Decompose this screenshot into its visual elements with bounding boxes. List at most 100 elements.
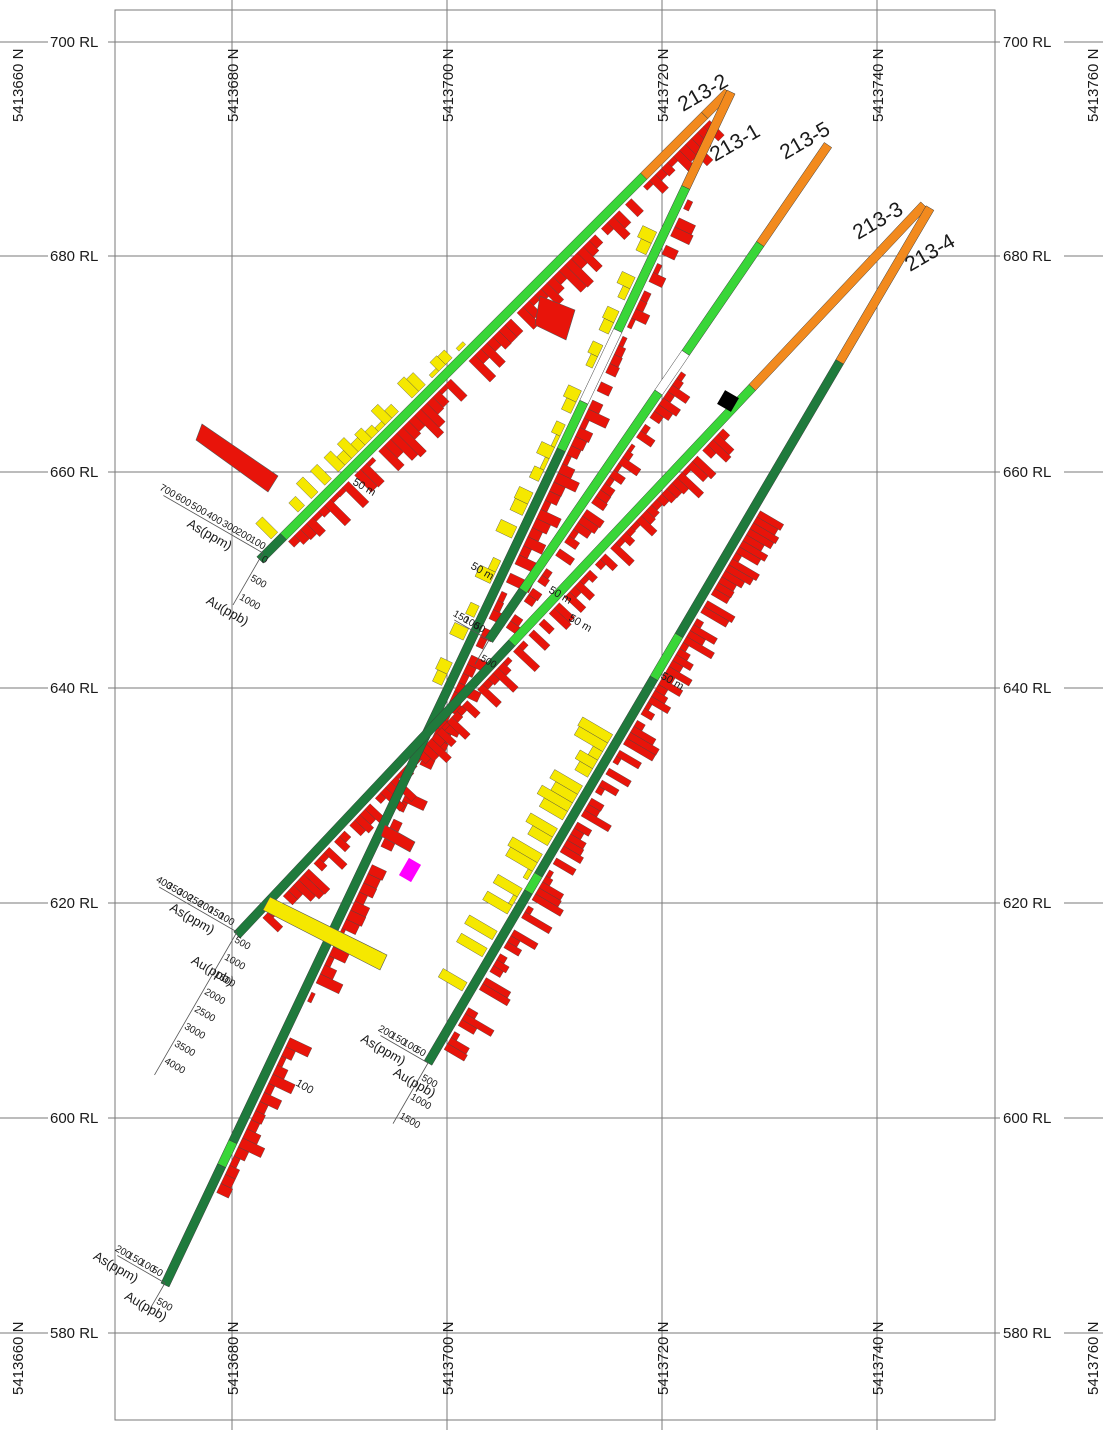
- au-tick: 2500: [192, 1004, 217, 1025]
- arsenic-bar: [315, 973, 344, 995]
- au-tick: 2000: [202, 987, 227, 1008]
- arsenic-bar: [558, 264, 588, 293]
- light-green-zone: [613, 185, 691, 333]
- arsenic-bar: [523, 594, 537, 607]
- arsenic-bar: [612, 755, 622, 766]
- arsenic-bar: [342, 481, 370, 509]
- arsenic-bar: [582, 509, 605, 529]
- northing-label: 5413740 N: [870, 1322, 887, 1395]
- arsenic-bar: [285, 1037, 313, 1058]
- northing-labels-bottom: 5413660 N 5413680 N 5413700 N 5413720 N …: [10, 1322, 1102, 1395]
- arsenic-bar: [707, 439, 732, 463]
- au-tick: 0: [259, 554, 270, 567]
- arsenic-bar: [461, 700, 481, 719]
- northing-label: 5413680 N: [225, 1322, 242, 1395]
- arsenic-bar: [306, 517, 326, 537]
- gold-bar: [449, 622, 469, 641]
- gold-bar: [370, 403, 393, 426]
- gold-bar: [513, 486, 534, 505]
- arsenic-bar: [661, 488, 677, 504]
- gold-bar: [397, 376, 419, 399]
- arsenic-bar: [605, 363, 620, 378]
- as-tick: 50: [472, 620, 488, 635]
- arsenic-bar: [564, 258, 594, 288]
- arsenic-bar: [599, 553, 619, 572]
- arsenic-bar: [396, 426, 427, 458]
- gold-bar: [429, 355, 446, 372]
- arsenic-bar: [609, 469, 626, 485]
- northing-label: 5413660 N: [10, 1322, 27, 1395]
- arsenic-bar: [378, 444, 405, 472]
- gold-bar: [587, 340, 604, 358]
- arsenic-bar: [594, 785, 606, 796]
- arsenic-bar: [606, 216, 631, 241]
- arsenic-bar: [307, 991, 316, 1004]
- rl-label: 660 RL: [50, 464, 98, 481]
- gold-bar: [354, 427, 373, 446]
- gold-bar: [507, 836, 543, 864]
- arsenic-bar: [594, 558, 607, 571]
- as-tick: 50: [412, 1044, 428, 1059]
- arsenic-bar: [492, 667, 519, 693]
- arsenic-spike-interval: [380, 824, 416, 853]
- arsenic-bar: [531, 893, 564, 917]
- arsenic-bar: [682, 636, 715, 660]
- arsenic-bar: [692, 455, 717, 480]
- arsenic-bar: [626, 317, 636, 330]
- arsenic-bar: [653, 404, 674, 421]
- rl-grid: [0, 41, 1103, 1334]
- gold-bar: [509, 497, 528, 516]
- arsenic-bar: [661, 162, 676, 177]
- arsenic-bar: [555, 548, 575, 566]
- gold-bar: [432, 669, 448, 686]
- black-interval: [717, 390, 739, 412]
- gold-bar: [602, 305, 620, 324]
- rl-label: 620 RL: [50, 895, 98, 912]
- arsenic-bar: [262, 912, 284, 933]
- arsenic-bar: [667, 384, 691, 404]
- arsenic-bar: [591, 496, 608, 512]
- gold-bar: [522, 868, 533, 881]
- arsenic-bar: [360, 463, 385, 488]
- arsenic-bar: [548, 607, 572, 630]
- gold-bar: [617, 285, 631, 301]
- arsenic-bar: [468, 354, 497, 383]
- gold-bar: [574, 749, 598, 770]
- gold-bar: [528, 465, 545, 482]
- arsenic-bar: [700, 606, 730, 628]
- arsenic-bar: [618, 456, 642, 477]
- hole-trace-213-2: [256, 88, 732, 564]
- as-tick: 100: [216, 910, 236, 928]
- gold-bar: [456, 932, 488, 958]
- arsenic-bar: [689, 624, 718, 645]
- arsenic-bar: [598, 779, 620, 797]
- arsenic-bar: [553, 472, 580, 493]
- arsenic-bar: [648, 272, 667, 288]
- gold-bar: [310, 463, 332, 486]
- gold-bar: [563, 384, 582, 403]
- arsenic-bar: [374, 792, 387, 804]
- gold-bar: [482, 890, 513, 915]
- arsenic-bar: [710, 588, 731, 605]
- arsenic-bar: [487, 673, 501, 686]
- gold-bar: [435, 657, 453, 675]
- gold-bar: [585, 353, 598, 369]
- dark-green-zone: [160, 1163, 226, 1288]
- gold-bar: [437, 968, 468, 992]
- arsenic-bar: [492, 330, 512, 350]
- gold-bar: [428, 368, 440, 379]
- as-tick: 50: [149, 1264, 165, 1279]
- arsenic-bar: [596, 381, 614, 397]
- arsenic-bar: [564, 591, 587, 613]
- gold-bar: [464, 914, 498, 941]
- northing-label: 5413760 N: [1085, 49, 1102, 122]
- arsenic-bar: [536, 509, 562, 529]
- northing-label: 5413660 N: [10, 49, 27, 122]
- arsenic-bar: [216, 1183, 234, 1199]
- rl-label: 600 RL: [50, 1110, 98, 1127]
- arsenic-bar: [341, 918, 360, 935]
- arsenic-bar: [358, 882, 378, 899]
- northing-label: 5413700 N: [440, 49, 457, 122]
- arsenic-bar: [676, 471, 705, 499]
- rl-label: 640 RL: [1003, 680, 1051, 697]
